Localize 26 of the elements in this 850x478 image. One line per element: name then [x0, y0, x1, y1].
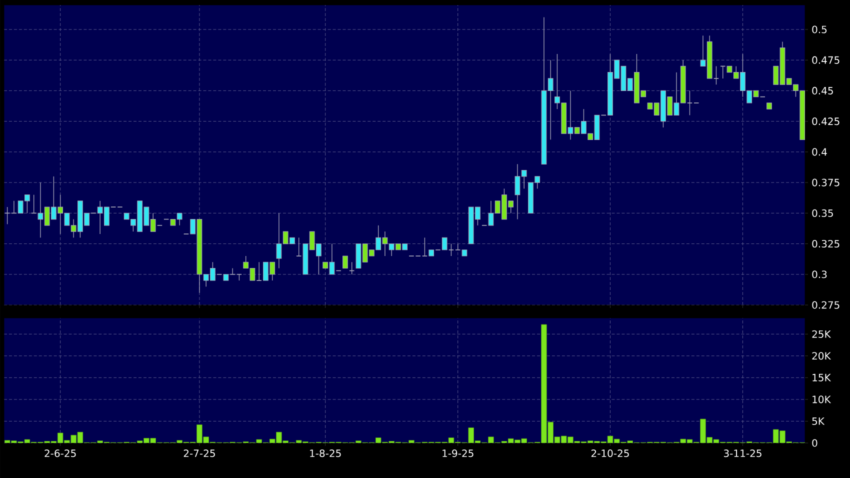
y-tick-label: 10K: [812, 396, 832, 404]
y-tick-label: 0.45: [812, 86, 833, 94]
candlestick: [342, 256, 348, 269]
y-tick-label: 0.275: [812, 301, 840, 309]
y-tick-label: 0: [812, 439, 818, 447]
candlestick: [349, 262, 355, 275]
y-tick-label: 0.325: [812, 240, 840, 248]
y-tick-label: 0.475: [812, 56, 840, 64]
x-tick-label: 3-11-25: [724, 450, 762, 458]
y-tick-label: 20K: [812, 352, 832, 360]
y-tick-label: 5K: [812, 417, 825, 425]
y-tick-label: 0.35: [812, 209, 833, 217]
x-tick-label: 2-10-25: [591, 450, 629, 458]
y-tick-label: 0.5: [812, 26, 827, 34]
y-tick-label: 15K: [812, 374, 832, 382]
x-tick-label: 2-6-25: [44, 450, 76, 458]
y-tick-label: 25K: [812, 330, 832, 338]
candlestick: [296, 237, 302, 256]
y-tick-label: 0.3: [812, 270, 827, 278]
x-tick-label: 1-8-25: [310, 450, 341, 458]
y-tick-label: 0.4: [812, 148, 827, 156]
x-tick-label: 2-7-25: [184, 450, 215, 458]
x-tick-label: 1-9-25: [442, 450, 474, 458]
candlestick: [4, 206, 10, 225]
y-tick-label: 0.425: [812, 118, 840, 126]
y-tick-label: 0.375: [812, 178, 840, 186]
